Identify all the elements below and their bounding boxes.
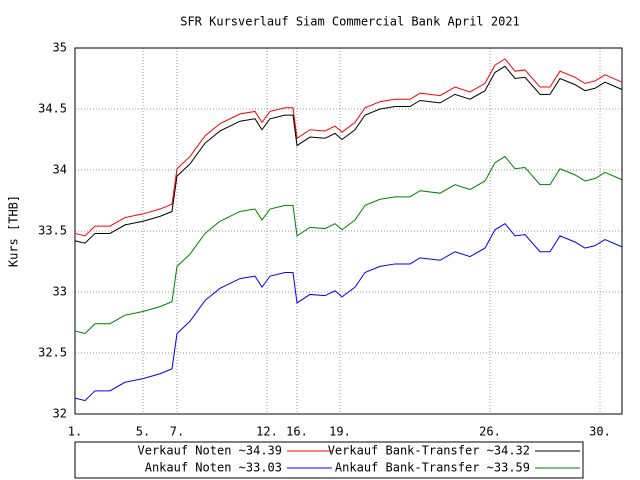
series-line	[74, 155, 623, 335]
y-tick-label: 34	[53, 163, 67, 177]
series-line	[74, 223, 623, 402]
y-tick-label: 35	[53, 41, 67, 55]
x-tick-label: 7.	[170, 425, 184, 439]
legend-box	[74, 441, 584, 479]
y-tick-label: 32.5	[38, 346, 67, 360]
legend-label: Verkauf Noten ~34.39	[138, 444, 283, 458]
y-tick-label: 33	[53, 285, 67, 299]
x-tick-label: 1.	[68, 425, 82, 439]
x-tick-label: 26.	[479, 425, 501, 439]
y-axis-label: Kurs [THB]	[7, 195, 21, 267]
chart-title: SFR Kursverlauf Siam Commercial Bank Apr…	[180, 15, 520, 29]
series-line	[74, 58, 623, 237]
x-tick-label: 5.	[136, 425, 150, 439]
y-tick-label: 34.5	[38, 102, 67, 116]
x-tick-label: 30.	[589, 425, 611, 439]
y-tick-label: 33.5	[38, 224, 67, 238]
series-line	[74, 65, 623, 244]
legend-label: Ankauf Bank-Transfer ~33.59	[335, 461, 530, 475]
x-tick-label: 16.	[286, 425, 308, 439]
y-tick-label: 32	[53, 407, 67, 421]
legend-label: Ankauf Noten ~33.03	[145, 461, 282, 475]
legend-label: Verkauf Bank-Transfer ~34.32	[328, 444, 530, 458]
plot-frame	[74, 47, 623, 415]
x-tick-label: 12.	[256, 425, 278, 439]
x-tick-label: 19.	[329, 425, 351, 439]
